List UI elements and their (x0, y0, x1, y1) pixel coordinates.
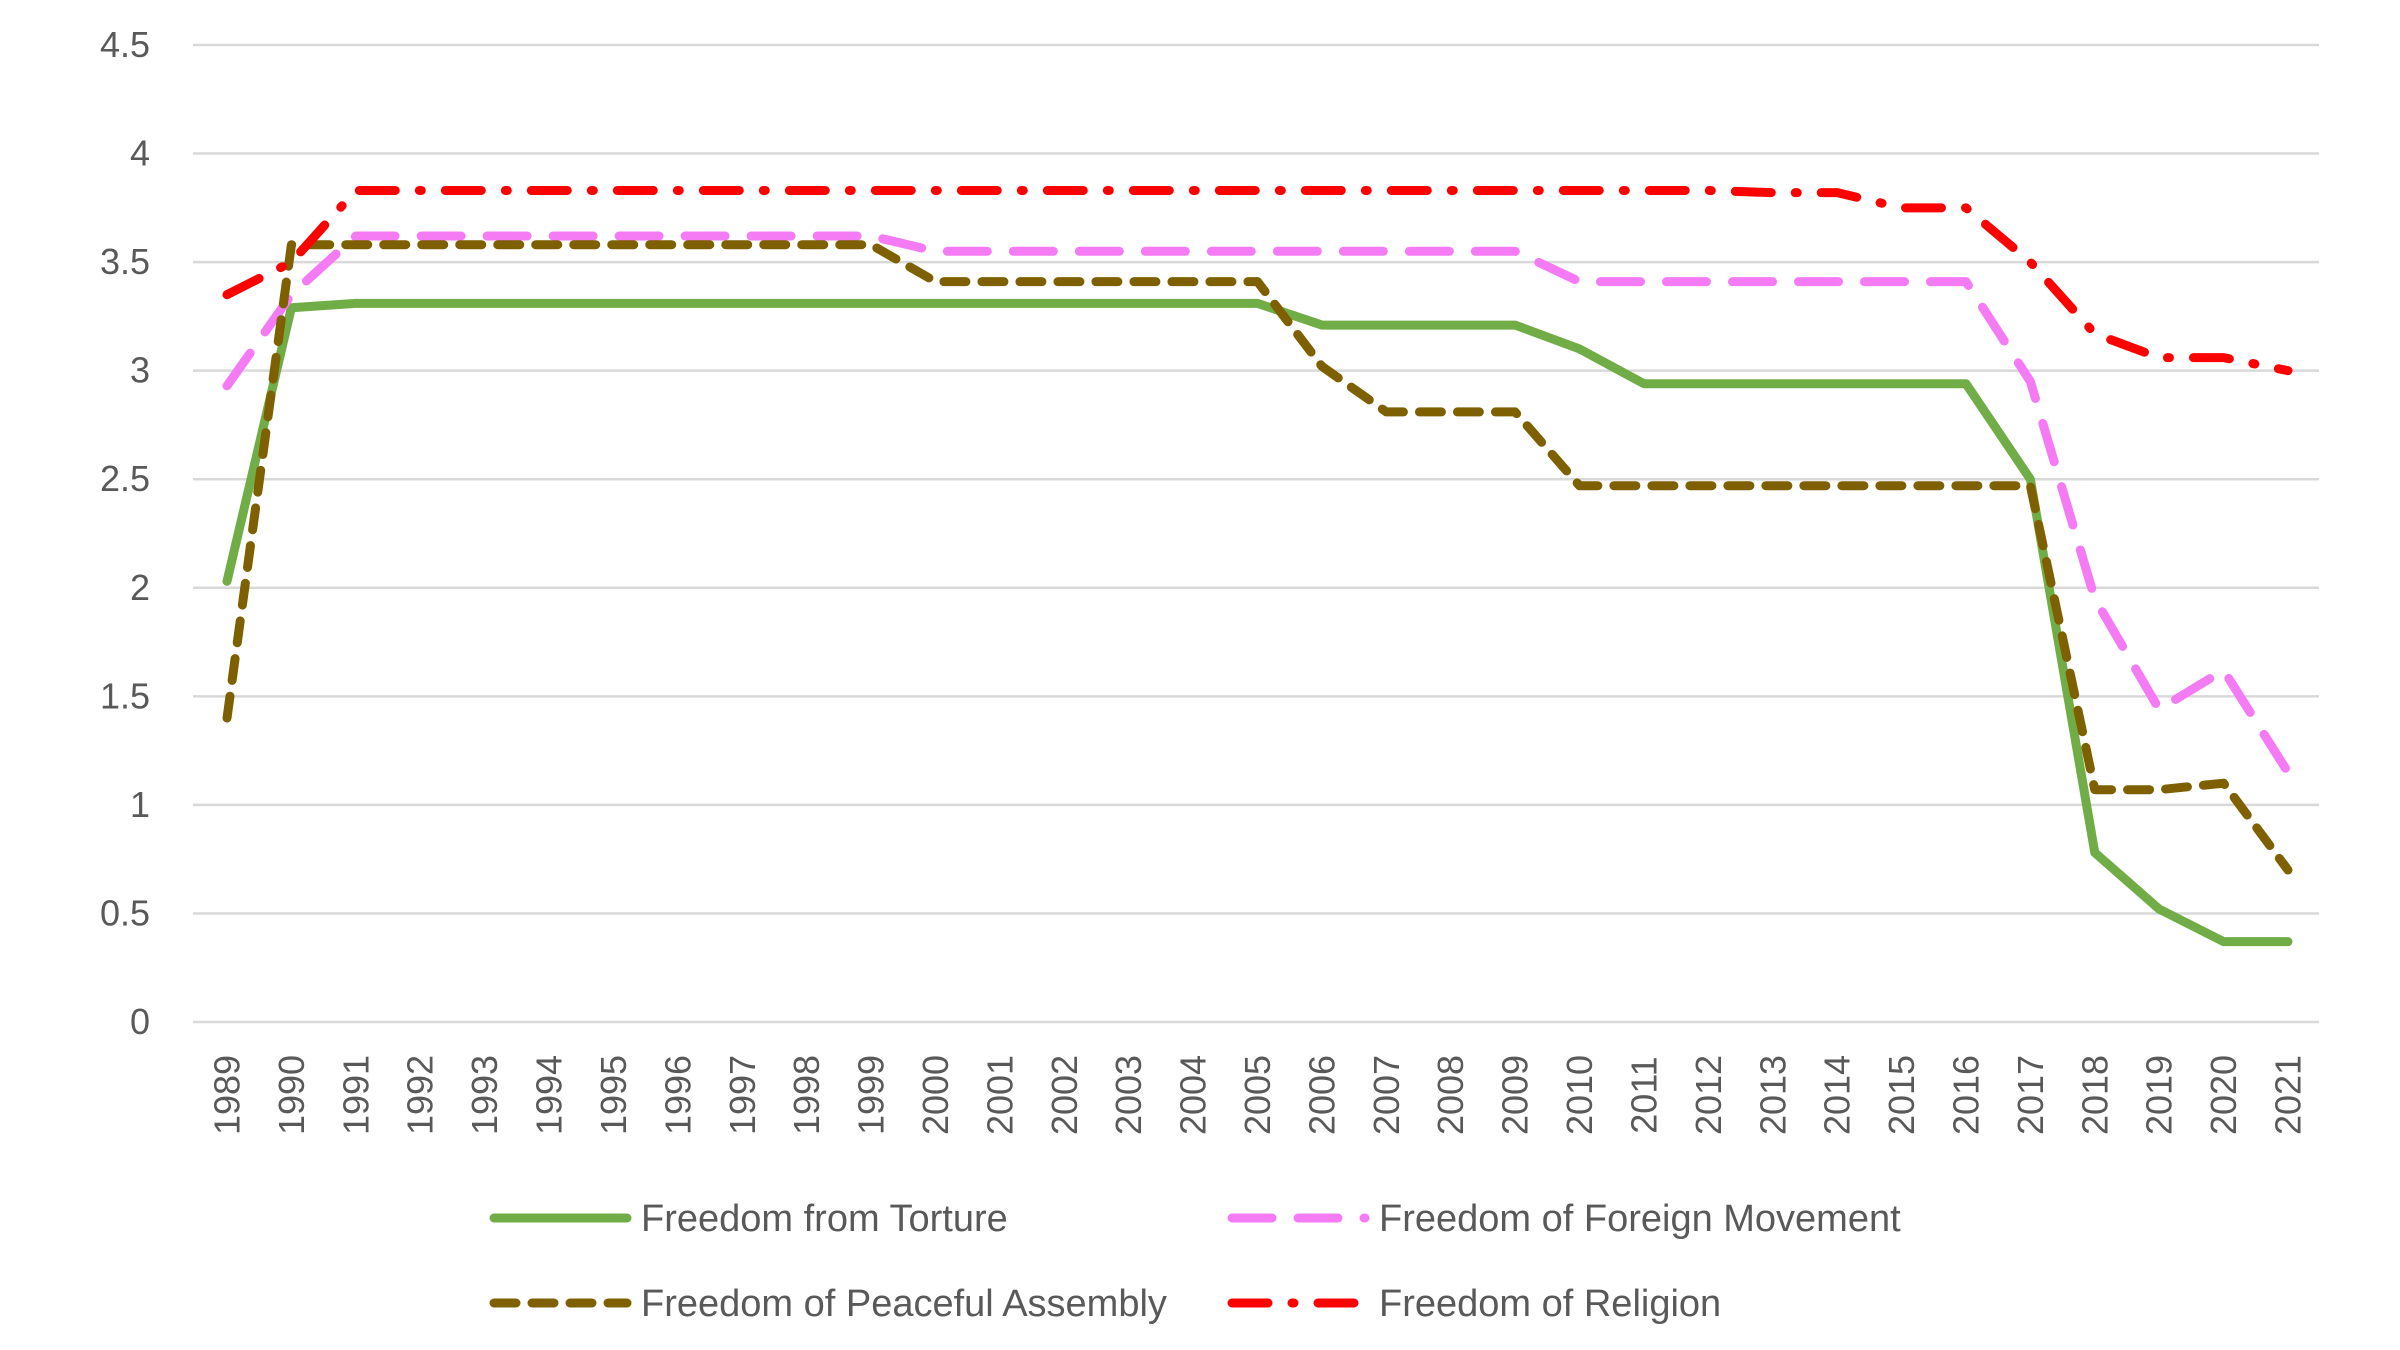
x-tick-label: 2006 (1301, 1055, 1342, 1135)
y-tick-label: 4 (130, 133, 150, 174)
y-tick-label: 1 (130, 784, 150, 825)
x-tick-label: 1996 (657, 1055, 698, 1135)
x-tick-label: 1997 (722, 1055, 763, 1135)
x-tick-label: 2002 (1044, 1055, 1085, 1135)
y-tick-label: 0.5 (100, 892, 150, 933)
series-line-3 (222, 185, 2293, 376)
y-tick-label: 1.5 (100, 675, 150, 716)
x-tick-label: 2004 (1173, 1055, 1214, 1135)
x-tick-label: 2016 (1945, 1055, 1986, 1135)
y-tick-label: 2 (130, 567, 150, 608)
gridlines (193, 43, 2319, 1024)
x-tick-label: 2008 (1430, 1055, 1471, 1135)
x-tick-label: 2021 (2268, 1055, 2309, 1135)
x-tick-label: 2014 (1817, 1055, 1858, 1135)
y-tick-label: 3.5 (100, 241, 150, 282)
x-tick-label: 1992 (400, 1055, 441, 1135)
legend-label: Freedom of Foreign Movement (1379, 1198, 1901, 1240)
x-tick-label: 1991 (335, 1055, 376, 1135)
x-tick-label: 2009 (1495, 1055, 1536, 1135)
x-tick-label: 1995 (593, 1055, 634, 1135)
x-tick-label: 2017 (2010, 1055, 2051, 1135)
y-tick-label: 0 (130, 1001, 150, 1042)
x-tick-label: 1998 (786, 1055, 827, 1135)
x-tick-label: 1989 (207, 1055, 248, 1135)
series-line-2 (222, 240, 2293, 875)
y-tick-label: 3 (130, 350, 150, 391)
x-tick-label: 2001 (979, 1055, 1020, 1135)
y-tick-label: 2.5 (100, 458, 150, 499)
series-lines (222, 185, 2293, 947)
x-tick-label: 2010 (1559, 1055, 1600, 1135)
x-tick-label: 2013 (1752, 1055, 1793, 1135)
x-tick-label: 2019 (2139, 1055, 2180, 1135)
x-tick-label: 2015 (1881, 1055, 1922, 1135)
x-tick-label: 2007 (1366, 1055, 1407, 1135)
x-tick-label: 1999 (851, 1055, 892, 1135)
series-line-1 (222, 231, 2293, 777)
x-tick-label: 2018 (2074, 1055, 2115, 1135)
x-tick-label: 2003 (1108, 1055, 1149, 1135)
y-axis-ticks: 0 0.5 1 1.5 2 2.5 3 3.5 4 4.5 (100, 24, 150, 1042)
x-tick-label: 1994 (529, 1055, 570, 1135)
x-tick-label: 1993 (464, 1055, 505, 1135)
x-tick-label: 2011 (1623, 1056, 1664, 1133)
series-line-0 (222, 298, 2293, 947)
legend: Freedom from Torture Freedom of Foreign M… (489, 1198, 1901, 1325)
legend-label: Freedom from Torture (641, 1198, 1008, 1240)
x-tick-label: 2012 (1688, 1055, 1729, 1135)
x-axis-ticks: 1989 1990 1991 1992 1993 1994 1995 1996 1997 1998… (207, 1055, 2309, 1135)
x-tick-label: 2005 (1237, 1055, 1278, 1135)
legend-label: Freedom of Religion (1379, 1283, 1721, 1325)
legend-label: Freedom of Peaceful Assembly (641, 1283, 1167, 1325)
x-tick-label: 2000 (915, 1055, 956, 1135)
y-tick-label: 4.5 (100, 24, 150, 65)
x-tick-label: 2020 (2203, 1055, 2244, 1135)
x-tick-label: 1990 (271, 1055, 312, 1135)
